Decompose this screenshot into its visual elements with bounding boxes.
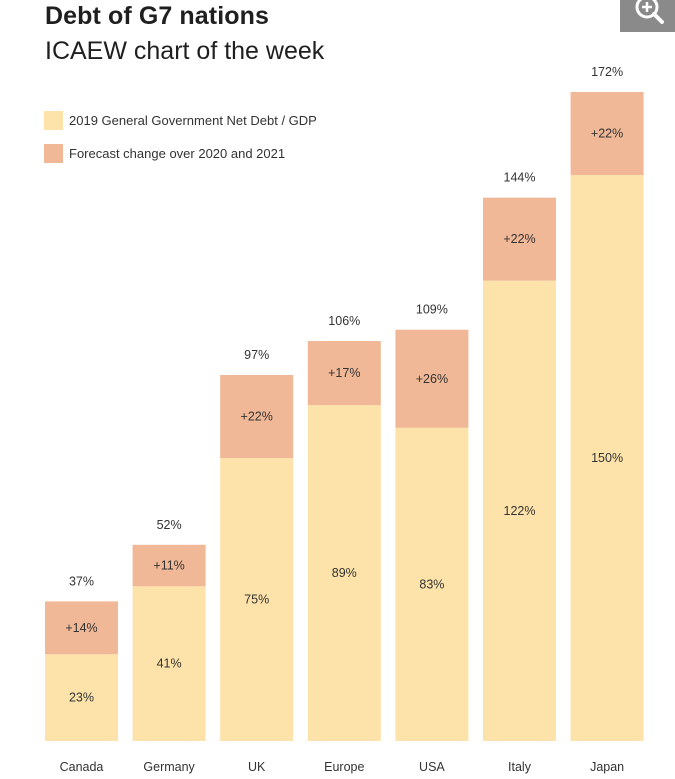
data-label-base-uk: 75% [244, 593, 269, 607]
chart-subtitle: ICAEW chart of the week [45, 37, 325, 65]
data-label-change-europe: +17% [328, 366, 360, 380]
data-label-change-uk: +22% [241, 410, 273, 424]
x-tick-label-usa: USA [419, 760, 445, 774]
data-label-change-japan: +22% [591, 127, 623, 141]
data-label-change-italy: +22% [503, 232, 535, 246]
bar-base-japan [570, 175, 644, 742]
bar-base-germany [132, 586, 206, 741]
data-label-base-italy: 122% [504, 504, 536, 518]
data-label-base-europe: 89% [332, 566, 357, 580]
data-label-base-canada: 23% [69, 691, 94, 705]
zoom-in-icon [635, 0, 664, 24]
data-label-base-germany: 41% [157, 657, 182, 671]
x-tick-label-germany: Germany [143, 760, 195, 774]
x-tick-label-europe: Europe [324, 760, 364, 774]
bar-base-italy [483, 280, 556, 741]
legend-swatch-change [44, 143, 63, 163]
legend-swatch-base [44, 110, 63, 130]
bar-change-europe [307, 341, 381, 406]
legend-item-change: Forecast change over 2020 and 2021 [44, 143, 285, 163]
legend-label-change: Forecast change over 2020 and 2021 [69, 145, 286, 161]
bar-base-usa [395, 427, 469, 741]
x-tick-label-canada: Canada [60, 760, 104, 774]
legend-label-base: 2019 General Government Net Debt / GDP [69, 112, 317, 128]
legend-item-base: 2019 General Government Net Debt / GDP [44, 110, 317, 130]
data-label-total-japan: 172% [591, 65, 623, 79]
data-label-total-canada: 37% [69, 574, 94, 588]
bar-base-canada [45, 654, 118, 741]
x-tick-label-japan: Japan [590, 760, 624, 774]
x-tick-label-italy: Italy [508, 760, 532, 774]
x-tick-label-uk: UK [248, 760, 266, 774]
data-label-change-canada: +14% [65, 621, 97, 635]
bar-base-europe [307, 405, 381, 741]
data-label-base-japan: 150% [591, 451, 623, 465]
bar-change-germany [132, 544, 206, 587]
data-label-base-usa: 83% [419, 577, 444, 591]
bar-base-uk [220, 458, 294, 741]
bar-change-usa [395, 329, 469, 428]
data-label-change-usa: +26% [416, 372, 448, 386]
zoom-button[interactable] [620, 0, 675, 32]
chart-title: Debt of G7 nations [45, 2, 270, 30]
data-label-total-uk: 97% [244, 348, 269, 362]
bar-change-italy [483, 197, 556, 281]
bar-change-canada [45, 601, 118, 655]
data-label-total-germany: 52% [157, 518, 182, 532]
bar-change-japan [570, 92, 644, 176]
data-label-total-italy: 144% [504, 171, 536, 185]
data-label-change-germany: +11% [153, 559, 184, 573]
bar-change-uk [220, 374, 294, 459]
data-label-total-usa: 109% [416, 303, 448, 317]
data-label-total-europe: 106% [328, 314, 360, 328]
